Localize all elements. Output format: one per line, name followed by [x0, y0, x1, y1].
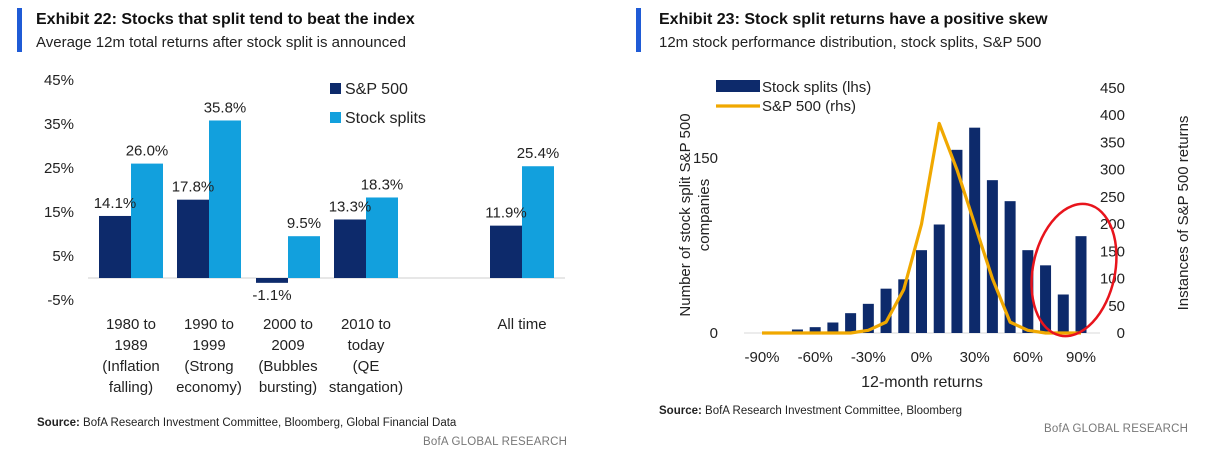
y2-tick-label: 250 — [1100, 189, 1125, 206]
stock-splits-data-label: 26.0% — [126, 143, 169, 160]
y2-tick-label: 400 — [1100, 107, 1125, 124]
y-tick-label: 45% — [44, 72, 74, 89]
y-tick-label: 5% — [52, 248, 74, 265]
y2-axis-title: Instances of S&P 500 returns — [1175, 116, 1192, 311]
y2-tick-label: 50 — [1108, 298, 1125, 315]
stock-splits-bar — [288, 236, 320, 278]
x-tick-label: -60% — [798, 349, 833, 366]
sp500-data-label: 14.1% — [94, 195, 137, 212]
exhibit-22-brand: BofA GLOBAL RESEARCH — [423, 436, 568, 448]
sp500-bar — [177, 199, 209, 278]
stock-splits-bar — [880, 288, 892, 333]
sp500-data-label: 11.9% — [485, 205, 526, 222]
source-text: BofA Research Investment Committee, Bloo… — [79, 417, 457, 429]
sp500-bar — [334, 219, 366, 278]
sp500-bar — [256, 278, 288, 283]
right-tail-highlight-circle — [1030, 202, 1118, 338]
stock-splits-bar — [809, 327, 821, 333]
stock-splits-bar — [522, 166, 554, 278]
exhibit-23-title: Exhibit 23: Stock split returns have a p… — [659, 11, 1048, 28]
stock-splits-data-label: 35.8% — [204, 99, 247, 116]
stock-splits-bar — [933, 224, 945, 333]
y2-tick-label: 150 — [1100, 243, 1125, 260]
stock-splits-bar — [1057, 294, 1069, 333]
source-label: Source: — [659, 405, 702, 417]
stock-splits-bar — [862, 303, 874, 333]
exhibit-23-subtitle: 12m stock performance distribution, stoc… — [659, 34, 1042, 51]
x-tick-label: 90% — [1066, 349, 1096, 366]
stock-splits-bar — [366, 197, 398, 278]
stock-splits-bar — [131, 163, 163, 278]
y-axis-title: Number of stock split S&P 500 companies — [677, 113, 713, 316]
stock-splits-bar — [1075, 236, 1087, 333]
source-label: Source: — [37, 417, 80, 429]
x-tick-label: 60% — [1013, 349, 1043, 366]
y-tick-label: 35% — [44, 116, 74, 133]
x-tick-label: 30% — [960, 349, 990, 366]
category-label: 2000 to 2009 (Bubbles bursting) — [258, 316, 317, 396]
stock-splits-bar — [791, 329, 803, 333]
sp500-line — [762, 121, 1081, 335]
sp500-data-label: 17.8% — [172, 179, 215, 196]
y2-tick-label: 350 — [1100, 134, 1125, 151]
y-tick-label: 25% — [44, 160, 74, 177]
x-tick-label: -30% — [851, 349, 886, 366]
stock-splits-bar — [209, 120, 241, 278]
stock-splits-bar — [1004, 201, 1016, 333]
legend-swatch — [330, 83, 341, 94]
x-tick-label: -90% — [744, 349, 779, 366]
exhibit-23-brand: BofA GLOBAL RESEARCH — [1044, 423, 1189, 435]
stock-splits-bar — [951, 149, 963, 333]
sp500-bar — [490, 225, 522, 278]
exhibit-22-source: Source: BofA Research Investment Committ… — [37, 417, 456, 429]
legend-label: Stock splits (lhs) — [762, 79, 871, 96]
stock-splits-bar — [1022, 250, 1034, 333]
y2-tick-label: 200 — [1100, 216, 1125, 233]
stock-splits-bar — [1040, 265, 1052, 333]
x-tick-label: 0% — [911, 349, 933, 366]
source-text: BofA Research Investment Committee, Bloo… — [701, 405, 962, 417]
legend-label: S&P 500 (rhs) — [762, 98, 856, 115]
stock-splits-bar — [986, 180, 998, 333]
sp500-data-label: -1.1% — [252, 287, 291, 304]
stock-splits-bar — [916, 250, 927, 333]
category-label: All time — [497, 316, 546, 333]
category-label: 2010 to today (QE stangation) — [329, 316, 403, 396]
y-tick-label: 150 — [693, 150, 718, 167]
exhibit-22-accent-bar — [17, 8, 22, 52]
y2-tick-label: 450 — [1100, 80, 1125, 97]
y2-tick-label: 300 — [1100, 162, 1125, 179]
sp500-data-label: 13.3% — [329, 198, 372, 215]
y-tick-label: 15% — [44, 204, 74, 221]
exhibit-23-source: Source: BofA Research Investment Committ… — [659, 405, 962, 417]
y2-tick-label: 100 — [1100, 271, 1125, 288]
category-label: 1990 to 1999 (Strong economy) — [176, 316, 242, 396]
stock-splits-data-label: 9.5% — [287, 215, 321, 232]
x-axis-title: 12-month returns — [861, 374, 983, 391]
sp500-bar — [99, 215, 131, 278]
exhibit-23-panel: Exhibit 23: Stock split returns have a p… — [636, 0, 1208, 463]
legend-swatch — [330, 112, 341, 123]
exhibit-22-title: Exhibit 22: Stocks that split tend to be… — [36, 11, 415, 28]
exhibit-22-subtitle: Average 12m total returns after stock sp… — [36, 34, 406, 51]
exhibit-22-chart: 45% 35% 25% 15% 5% -5% 14.1% 17.8% -1.1% 13.3% 11… — [44, 72, 565, 396]
exhibit-23-chart: -90% -60% -30% 0% 30% 60% 90% 0 150 0 50 100 150 200 2… — [677, 79, 1192, 391]
y-tick-label: 0 — [710, 325, 718, 342]
category-label: 1980 to 1989 (Inflation falling) — [102, 316, 160, 396]
stock-splits-bar — [969, 127, 981, 334]
exhibit-22-panel: Exhibit 22: Stocks that split tend to be… — [0, 0, 590, 463]
stock-splits-data-label: 18.3% — [361, 176, 404, 193]
stock-splits-bar — [827, 322, 839, 333]
y2-tick-label: 0 — [1117, 325, 1125, 342]
stock-splits-bar — [898, 279, 910, 333]
y-tick-label: -5% — [47, 292, 74, 309]
legend-label: Stock splits — [345, 110, 426, 127]
legend-swatch-bars — [716, 80, 760, 92]
stock-splits-data-label: 25.4% — [517, 145, 560, 162]
stock-splits-bar — [845, 313, 857, 333]
exhibit-23-accent-bar — [636, 8, 641, 52]
legend-label: S&P 500 — [345, 81, 408, 98]
